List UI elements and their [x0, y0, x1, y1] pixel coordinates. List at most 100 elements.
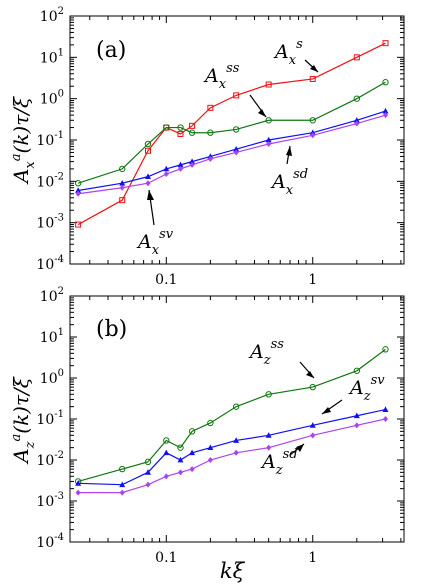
- panel-b-ticks: 10-4 10-3 10-2 10-1 100 101 102 0.1 1: [36, 286, 404, 566]
- data-point: [265, 136, 272, 143]
- data-point: [207, 129, 214, 136]
- data-point: [207, 444, 214, 451]
- y-tick-label: 10-2: [36, 450, 64, 469]
- panel-a-series: [74, 40, 389, 228]
- data-point: [145, 180, 151, 187]
- data-point: [75, 489, 81, 496]
- y-tick-label: 10-1: [36, 409, 64, 428]
- data-point: [207, 155, 213, 162]
- y-tick-label: 102: [40, 6, 64, 25]
- data-point: [144, 173, 151, 180]
- data-point: [177, 161, 184, 168]
- data-point: [382, 346, 389, 353]
- data-point: [310, 132, 316, 139]
- panel-b-label: (b): [96, 317, 127, 342]
- annotation-Axss: Axss: [203, 61, 240, 92]
- data-point: [75, 480, 82, 486]
- data-point: [382, 416, 389, 422]
- series-line-a-1: [77, 81, 386, 184]
- data-point: [163, 171, 169, 178]
- data-point: [382, 107, 389, 114]
- data-point: [265, 391, 272, 398]
- data-point: [163, 165, 170, 172]
- y-tick-label: 101: [40, 327, 64, 346]
- data-point: [266, 444, 272, 451]
- data-point: [75, 187, 82, 193]
- data-point: [310, 432, 316, 439]
- data-point: [382, 112, 389, 119]
- panel-b-ylabel: Aza(k)τ/ξ: [9, 376, 38, 465]
- data-point: [353, 95, 361, 102]
- annotation-Axsd: Axsd: [270, 167, 308, 198]
- data-point: [233, 149, 239, 156]
- panel-a-label: (a): [96, 38, 126, 63]
- data-point: [119, 465, 126, 473]
- data-point: [119, 197, 126, 204]
- data-point: [189, 466, 195, 473]
- data-point: [207, 104, 214, 111]
- data-point: [188, 129, 196, 136]
- data-point: [309, 117, 316, 124]
- data-point: [163, 473, 169, 480]
- annotation-Azsd: Azsd: [260, 447, 298, 478]
- data-point: [354, 422, 360, 429]
- panel-b-series: [74, 346, 389, 496]
- x-tick-label: 1: [308, 550, 317, 566]
- data-point: [189, 449, 196, 456]
- data-point: [145, 481, 151, 488]
- annotation-Azss: Azss: [248, 337, 284, 368]
- panel-b: (b) 10-4 10-3 10-2 10-1 100 101 102 0.1 1 Aza(k)…: [9, 286, 405, 583]
- data-point: [144, 469, 151, 475]
- series-line-b-1: [78, 408, 386, 486]
- y-tick-label: 102: [40, 286, 64, 305]
- y-tick-label: 10-4: [36, 254, 64, 273]
- data-point: [232, 403, 240, 410]
- x-tick-label: 0.1: [155, 550, 177, 566]
- data-point: [177, 444, 184, 451]
- data-point: [353, 367, 361, 374]
- data-point: [382, 40, 389, 47]
- annotation-Axs: Axs: [273, 37, 303, 68]
- data-point: [382, 406, 389, 412]
- data-point: [163, 449, 170, 456]
- data-point: [233, 449, 239, 456]
- data-point: [189, 158, 196, 165]
- panel-a-ticks: 10-4 10-3 10-2 10-1 100 101 102 0.1 1: [36, 6, 404, 288]
- data-point: [75, 221, 82, 228]
- y-tick-label: 101: [40, 47, 64, 66]
- data-point: [177, 124, 184, 131]
- y-tick-label: 100: [40, 368, 64, 387]
- data-point: [163, 124, 170, 131]
- data-point: [382, 79, 389, 86]
- data-point: [207, 457, 213, 463]
- data-point: [265, 117, 272, 124]
- data-point: [144, 147, 151, 154]
- data-point: [353, 412, 360, 419]
- data-point: [177, 165, 184, 172]
- y-tick-label: 10-2: [36, 171, 64, 190]
- data-point: [119, 180, 126, 186]
- data-point: [233, 92, 240, 99]
- y-tick-label: 10-1: [36, 130, 64, 149]
- annotation-Azsv: Azsv: [348, 373, 385, 404]
- series-line-a-2: [78, 110, 386, 192]
- data-point: [119, 489, 125, 496]
- panel-b-xlabel: kξ: [220, 559, 246, 583]
- data-point: [354, 120, 360, 127]
- data-point: [189, 122, 196, 129]
- data-point: [119, 481, 126, 488]
- x-tick-label: 1: [308, 272, 317, 288]
- data-point: [265, 432, 272, 438]
- panel-a-ylabel: Axa(k)τ/ξ: [9, 96, 38, 185]
- data-point: [309, 422, 316, 428]
- y-tick-label: 10-4: [36, 532, 64, 551]
- data-point: [188, 428, 196, 435]
- data-point: [353, 117, 360, 123]
- data-point: [144, 458, 152, 466]
- data-point: [207, 419, 214, 427]
- data-point: [265, 81, 272, 88]
- data-point: [75, 190, 81, 197]
- annotation-Axsv: Axsv: [136, 227, 174, 258]
- x-tick-label: 0.1: [155, 272, 177, 288]
